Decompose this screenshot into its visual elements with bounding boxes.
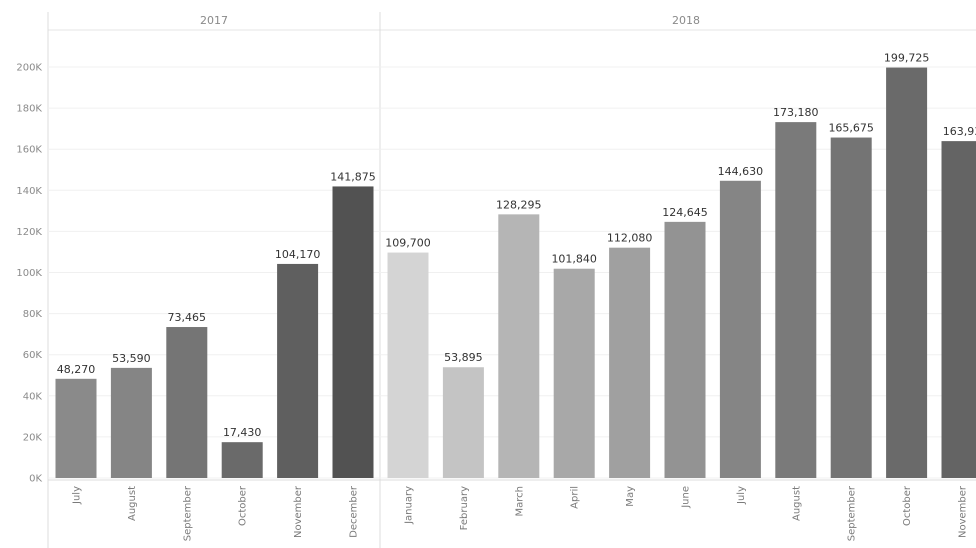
y-tick-label: 180K: [16, 104, 42, 115]
data-label: 73,465: [168, 311, 207, 324]
bar: [941, 141, 976, 479]
bar: [553, 268, 595, 478]
x-tick-label: January: [404, 486, 415, 525]
x-tick-label: October: [902, 485, 913, 526]
data-label: 124,645: [662, 206, 708, 219]
data-label: 163,93: [943, 125, 976, 138]
data-label: 101,840: [551, 253, 597, 266]
x-tick-label: September: [847, 485, 858, 541]
data-label: 104,170: [275, 248, 321, 261]
y-tick-label: 160K: [16, 145, 42, 156]
x-tick-label: July: [736, 486, 747, 505]
panes: 2017 48,270 July 53,590 August 73,465 Septembe…: [55, 14, 976, 541]
bar: [221, 442, 263, 478]
data-label: 141,875: [330, 170, 376, 183]
pane-2017: 2017 48,270 July 53,590 August 73,465 Septembe…: [55, 14, 376, 541]
x-tick-label: March: [514, 486, 525, 516]
data-label: 53,590: [112, 352, 151, 365]
data-label: 128,295: [496, 198, 542, 211]
y-tick-label: 40K: [23, 391, 43, 402]
x-tick-label: December: [349, 485, 360, 538]
x-tick-label: November: [958, 485, 969, 538]
data-label: 173,180: [773, 106, 819, 119]
header-band: [48, 12, 976, 30]
data-label: 109,700: [385, 237, 431, 250]
bar: [664, 221, 706, 478]
y-tick-label: 60K: [23, 350, 43, 361]
bar: [277, 263, 319, 478]
x-tick-label: November: [293, 485, 304, 538]
y-tick-label: 0K: [29, 474, 42, 485]
year-header: 2018: [672, 14, 700, 27]
bar: [775, 122, 817, 478]
y-tick-label: 140K: [16, 186, 42, 197]
data-label: 199,725: [884, 52, 930, 65]
data-label: 112,080: [607, 232, 653, 245]
y-tick-label: 20K: [23, 432, 43, 443]
bar: [442, 367, 484, 478]
x-tick-label: July: [72, 486, 83, 505]
bar: [110, 367, 152, 478]
x-tick-label: October: [238, 485, 249, 526]
y-tick-label: 80K: [23, 309, 43, 320]
y-axis: 0K 20K 40K 60K 80K 100K 120K 140K 160K 180K 200K: [16, 63, 42, 485]
y-tick-label: 200K: [16, 63, 42, 74]
data-label: 53,895: [444, 351, 483, 364]
bar: [166, 327, 208, 478]
y-tick-label: 120K: [16, 227, 42, 238]
bar: [332, 186, 374, 478]
year-header: 2017: [200, 14, 228, 27]
x-tick-label: February: [459, 486, 470, 530]
data-label: 165,675: [828, 122, 874, 135]
data-label: 144,630: [718, 165, 764, 178]
pane-2018: 2018 109,700 January 53,895 February 128,295 M…: [385, 14, 976, 541]
x-tick-label: September: [182, 485, 193, 541]
x-tick-label: May: [625, 486, 636, 507]
x-tick-label: June: [681, 486, 692, 509]
x-tick-label: April: [570, 486, 581, 509]
data-label: 17,430: [223, 426, 262, 439]
x-tick-label: August: [791, 486, 802, 521]
x-tick-label: August: [127, 486, 138, 521]
data-label: 48,270: [57, 363, 96, 376]
bar: [498, 214, 540, 479]
bar: [55, 378, 97, 478]
bar: [719, 180, 761, 479]
bar: [609, 247, 651, 478]
bar: [830, 137, 872, 478]
bar: [387, 252, 429, 478]
bar: [886, 67, 928, 478]
y-tick-label: 100K: [16, 268, 42, 279]
